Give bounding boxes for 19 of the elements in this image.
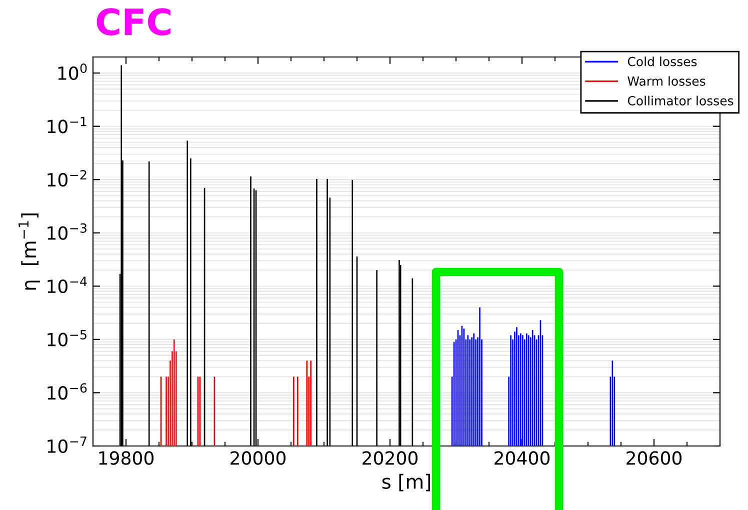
legend-label: Cold losses [628, 56, 697, 66]
y-tick-label: 10$^{−6}$ [48, 383, 87, 400]
y-axis-title: η [m$^{−1}$] [18, 213, 40, 290]
y-tick-label: 10$^{0}$ [58, 63, 87, 80]
y-tick-label: 10$^{−2}$ [48, 170, 86, 187]
x-tick-label: 19800 [99, 451, 154, 465]
y-tick-label: 10$^{−1}$ [48, 116, 86, 134]
y-tick-label: 10$^{−5}$ [48, 330, 86, 346]
y-tick-label: 10$^{−7}$ [48, 436, 86, 453]
x-tick-label: 20000 [230, 451, 286, 465]
y-tick-label: 10$^{−3}$ [48, 223, 86, 240]
legend-label: Warm losses [628, 76, 706, 86]
x-axis-title: s [m] [382, 474, 430, 492]
x-tick-label: 20600 [626, 451, 682, 465]
x-tick-label: 20400 [494, 451, 550, 465]
y-tick-label: 10$^{−4}$ [48, 276, 87, 294]
legend-label: Collimator losses [628, 96, 734, 106]
x-tick-label: 20200 [362, 451, 418, 465]
chart-title: CFC [96, 8, 170, 36]
